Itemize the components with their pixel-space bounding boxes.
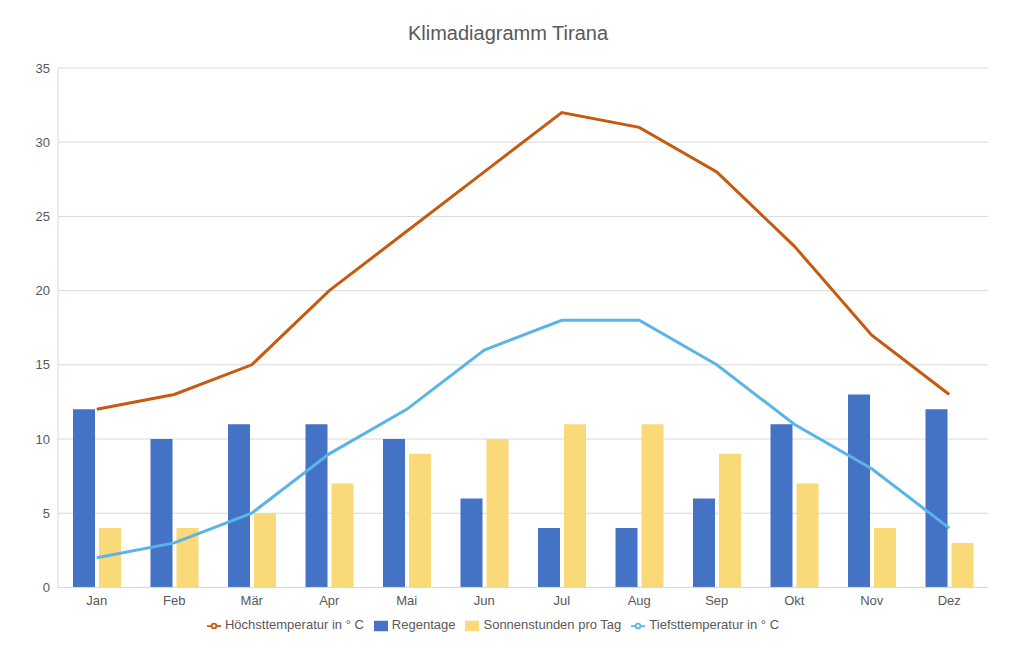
svg-text:5: 5 xyxy=(43,506,50,521)
svg-text:Mai: Mai xyxy=(396,593,417,608)
html-text:Regentage: Regentage xyxy=(391,617,456,633)
svg-text:Aug: Aug xyxy=(628,593,651,608)
svg-text:20: 20 xyxy=(36,283,50,298)
svg-text:30: 30 xyxy=(36,135,50,150)
svg-text:Dez: Dez xyxy=(938,593,961,608)
html-text:Klimadiagramm Tirana: Klimadiagramm Tirana xyxy=(408,22,608,44)
svg-text:Apr: Apr xyxy=(319,593,340,608)
svg-text:Nov: Nov xyxy=(860,593,884,608)
svg-text:Mär: Mär xyxy=(241,593,264,608)
svg-text:0: 0 xyxy=(43,580,50,595)
svg-text:Okt: Okt xyxy=(784,593,805,608)
html-text:Höchsttemperatur in ° C: Höchsttemperatur in ° C xyxy=(225,617,364,633)
svg-text:Feb: Feb xyxy=(163,593,185,608)
html-text:Sonnenstunden pro Tag: Sonnenstunden pro Tag xyxy=(483,617,622,633)
svg-text:Jun: Jun xyxy=(474,593,495,608)
svg-text:Jan: Jan xyxy=(86,593,107,608)
svg-text:Sep: Sep xyxy=(705,593,728,608)
html-text:Tiefsttemperatur in ° C: Tiefsttemperatur in ° C xyxy=(649,617,779,633)
svg-text:25: 25 xyxy=(36,209,50,224)
svg-text:15: 15 xyxy=(36,357,50,372)
svg-text:Jul: Jul xyxy=(553,593,570,608)
svg-text:35: 35 xyxy=(36,61,50,76)
svg-text:10: 10 xyxy=(36,432,50,447)
